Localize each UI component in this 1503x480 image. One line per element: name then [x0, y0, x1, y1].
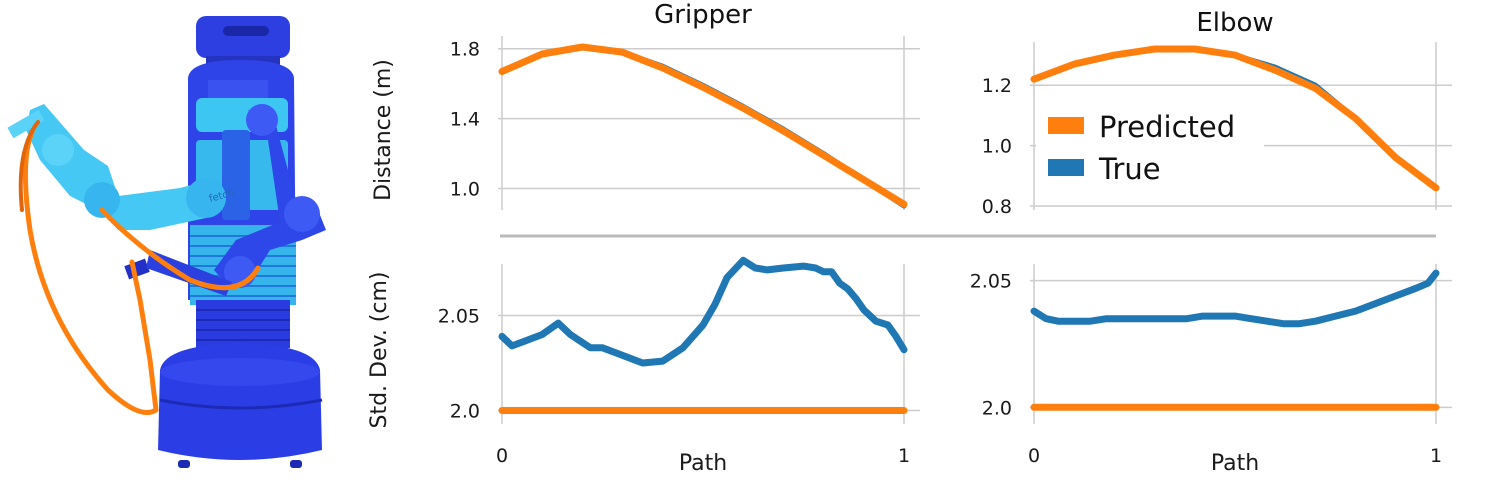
- gripper-stddev-ytick-label-0: 2.0: [450, 401, 480, 423]
- elbow-stddev-ytick-label-1: 2.05: [970, 271, 1012, 293]
- robot-head: [196, 16, 290, 58]
- gripper-stddev-ytick-label-1: 2.05: [438, 306, 480, 328]
- xlabel-path-right: Path: [1211, 451, 1259, 476]
- xlabel-path-left: Path: [679, 451, 727, 476]
- elbow-stddev-ytick-label-0: 2.0: [982, 397, 1012, 419]
- gripper-distance-series-predicted: [498, 43, 908, 208]
- legend-swatch-true: [1048, 159, 1084, 176]
- elbow-distance-plot: 0.8 1.0 1.2: [982, 42, 1452, 218]
- elbow-distance-series-predicted: [1030, 45, 1440, 192]
- ylabel-stddev: Std. Dev. (cm): [367, 271, 392, 428]
- elbow-distance-ytick-label-2: 1.2: [982, 75, 1012, 97]
- elbow-stddev-xtick-label-0: 0: [1028, 445, 1040, 467]
- legend-swatch-predicted: [1048, 117, 1084, 134]
- gripper-distance-series-true: [499, 44, 907, 209]
- gripper-distance-ytick-label-0: 1.0: [450, 179, 480, 201]
- gripper-stddev-xtick-label-1: 1: [898, 445, 910, 467]
- predicted-path-curve: [22, 129, 261, 415]
- robot-arm-with-path-illustration: fetch: [7, 16, 326, 468]
- gripper-stddev-series-true: [498, 256, 908, 367]
- elbow-stddev-xtick-label-1: 1: [1430, 445, 1442, 467]
- title-elbow: Elbow: [1196, 8, 1273, 38]
- gripper-stddev-plot: 2.0 2.05 0 1: [438, 256, 920, 467]
- gripper-distance-plot: 1.0 1.4 1.8: [450, 36, 920, 210]
- gripper-stddev-xtick-label-0: 0: [496, 445, 508, 467]
- robot-left-arm: fetch: [7, 104, 235, 230]
- legend: Predicted True: [1036, 104, 1264, 190]
- elbow-distance-ytick-label-1: 1.0: [982, 136, 1012, 158]
- title-gripper: Gripper: [654, 0, 752, 30]
- legend-label-predicted: Predicted: [1099, 110, 1235, 144]
- elbow-distance-ytick-label-0: 0.8: [982, 196, 1012, 218]
- elbow-stddev-plot: 2.0 2.05 0 1: [970, 264, 1452, 467]
- gripper-distance-ytick-label-1: 1.4: [450, 109, 480, 131]
- elbow-stddev-series-true: [1030, 269, 1440, 328]
- legend-label-true: True: [1098, 152, 1161, 186]
- gripper-distance-ytick-label-2: 1.8: [450, 39, 480, 61]
- ylabel-distance: Distance (m): [371, 59, 396, 201]
